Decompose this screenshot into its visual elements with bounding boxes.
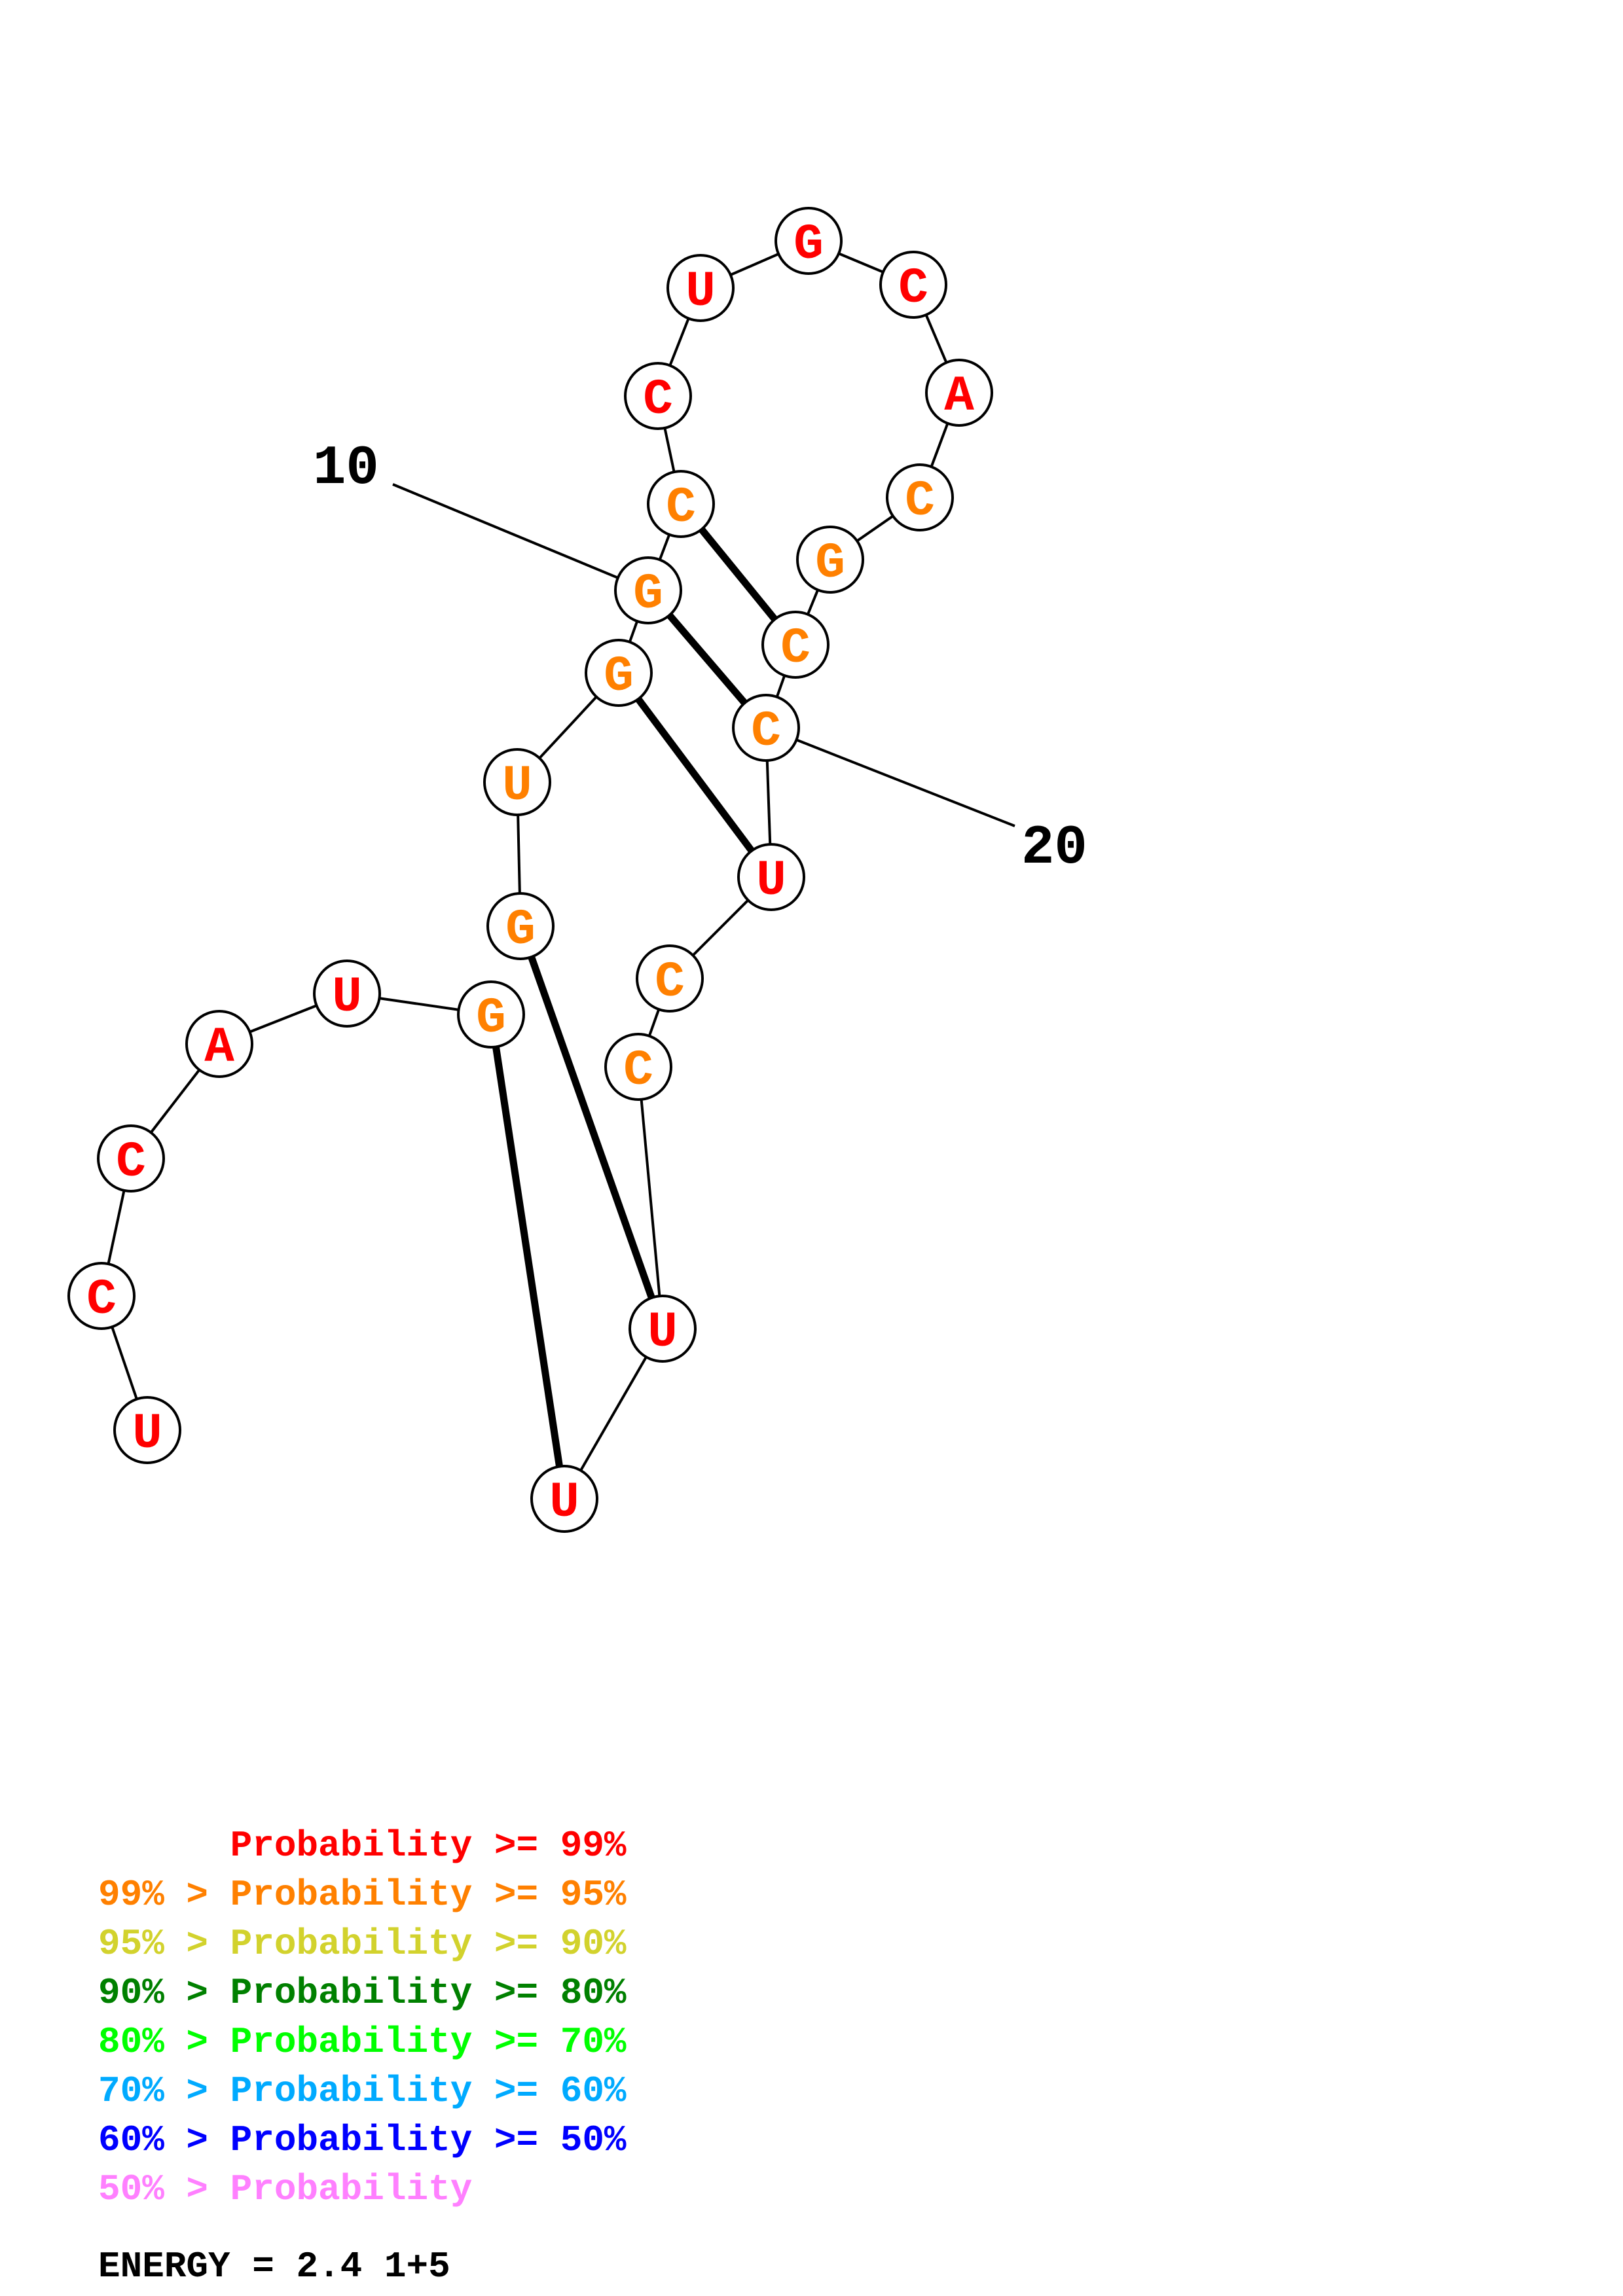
nucleotide-19: C — [761, 611, 830, 679]
legend-row: 70% > Probability >= 60% — [98, 2070, 627, 2112]
nucleotide-7: G — [486, 892, 555, 960]
nucleotide-circle — [486, 892, 555, 960]
nucleotide-circle — [636, 944, 704, 1013]
nucleotide-circle — [457, 980, 525, 1049]
nucleotide-24: U — [629, 1295, 697, 1363]
nucleotide-2: C — [67, 1262, 136, 1330]
legend-row: 99% > Probability >= 95% — [98, 1874, 627, 1916]
nucleotide-circle — [67, 1262, 136, 1330]
nucleotide-13: U — [666, 254, 735, 322]
legend-row: 60% > Probability >= 50% — [98, 2119, 627, 2161]
nucleotide-base-label: G — [476, 990, 506, 1047]
base-pair-bond — [487, 1014, 568, 1499]
nucleotide-circle — [647, 470, 715, 538]
probability-legend: Probability >= 99% 99% > Probability >= 9… — [98, 1825, 627, 2210]
legend-row: 95% > Probability >= 90% — [98, 1923, 627, 1965]
nucleotide-base-label: A — [204, 1020, 234, 1076]
nucleotide-base-label: U — [647, 1304, 678, 1361]
nucleotide-base-label: U — [685, 264, 716, 320]
nucleotide-circle — [761, 611, 830, 679]
nucleotide-3: C — [97, 1124, 165, 1193]
nucleotide-circle — [483, 748, 551, 816]
nucleotide-circle — [666, 254, 735, 322]
nucleotide-17: C — [886, 463, 954, 531]
nucleotide-5: U — [313, 960, 381, 1028]
nucleotide-14: G — [775, 207, 843, 275]
backbone-segment — [637, 1066, 664, 1329]
nucleotide-21: U — [737, 843, 805, 911]
nucleotide-base-label: U — [502, 758, 532, 814]
nucleotide-12: C — [624, 362, 692, 430]
nucleotide-6: G — [457, 980, 525, 1049]
nucleotide-base-label: C — [116, 1134, 146, 1191]
nucleotide-base-label: G — [815, 535, 845, 592]
nucleotide-circle — [97, 1124, 165, 1193]
nucleotide-base-label: C — [666, 480, 696, 536]
nucleotide-10: G — [614, 556, 682, 624]
legend-row: 90% > Probability >= 80% — [98, 1972, 627, 2014]
energy-label: ENERGY = 2.4 1+5 — [98, 2246, 450, 2287]
nucleotide-circle — [737, 843, 805, 911]
nucleotide-base-label: C — [898, 260, 928, 317]
nucleotide-18: G — [796, 526, 864, 594]
position-leader-line — [765, 726, 1015, 827]
nucleotide-base-label: G — [793, 217, 824, 273]
base-pair-bond — [517, 925, 666, 1330]
nucleotide-22: C — [636, 944, 704, 1013]
nucleotide-base-label: C — [643, 372, 673, 428]
nucleotide-circle — [113, 1396, 181, 1464]
nucleotide-base-label: G — [604, 649, 634, 705]
nucleotide-circle — [925, 359, 993, 427]
base-pair-bond — [615, 670, 775, 880]
nucleotide-circle — [629, 1295, 697, 1363]
nucleotide-circle — [614, 556, 682, 624]
nucleotide-circle — [530, 1465, 598, 1533]
nucleotide-circle — [185, 1010, 253, 1078]
legend-row: 50% > Probability — [98, 2168, 472, 2210]
legend-row: Probability >= 99% — [98, 1825, 627, 1867]
nucleotide-circle — [604, 1033, 672, 1101]
nucleotide-4: A — [185, 1010, 253, 1078]
nucleotide-base-label: U — [132, 1406, 162, 1462]
position-leader-line — [392, 483, 649, 592]
nucleotide-circle — [585, 639, 653, 707]
nucleotide-circle — [879, 251, 947, 319]
legend-row: 80% > Probability >= 70% — [98, 2021, 627, 2063]
position-number-label: 10 — [313, 438, 379, 500]
nucleotide-base-label: C — [780, 620, 811, 677]
nucleotide-8: U — [483, 748, 551, 816]
nucleotide-base-label: U — [756, 853, 786, 909]
nucleotide-base-label: G — [633, 566, 663, 622]
nucleotide-11: C — [647, 470, 715, 538]
nucleotide-base-label: G — [505, 902, 536, 958]
position-number-label: 20 — [1021, 817, 1087, 880]
nucleotide-base-label: C — [905, 473, 935, 529]
nucleotide-base-label: C — [86, 1272, 117, 1328]
nucleotide-circle — [732, 694, 800, 762]
nucleotide-circle — [775, 207, 843, 275]
nucleotide-base-label: C — [751, 704, 781, 760]
nucleotide-circle — [624, 362, 692, 430]
nucleotide-25: U — [530, 1465, 598, 1533]
nucleotide-1: U — [113, 1396, 181, 1464]
nucleotide-23: C — [604, 1033, 672, 1101]
nucleotide-base-label: A — [944, 368, 974, 425]
position-label-layer: 10 20 — [313, 438, 1087, 880]
nucleotide-base-label: U — [549, 1475, 579, 1531]
nucleotide-15: C — [879, 251, 947, 319]
nucleotide-20: C — [732, 694, 800, 762]
nucleotide-circle — [886, 463, 954, 531]
backbone-layer — [100, 240, 960, 1499]
nucleotide-base-label: C — [623, 1043, 653, 1099]
nucleotide-circle — [796, 526, 864, 594]
nucleotide-16: A — [925, 359, 993, 427]
nucleotide-circle — [313, 960, 381, 1028]
nucleotide-9: G — [585, 639, 653, 707]
nucleotide-base-label: U — [332, 969, 362, 1026]
nucleotide-base-label: C — [655, 954, 685, 1011]
